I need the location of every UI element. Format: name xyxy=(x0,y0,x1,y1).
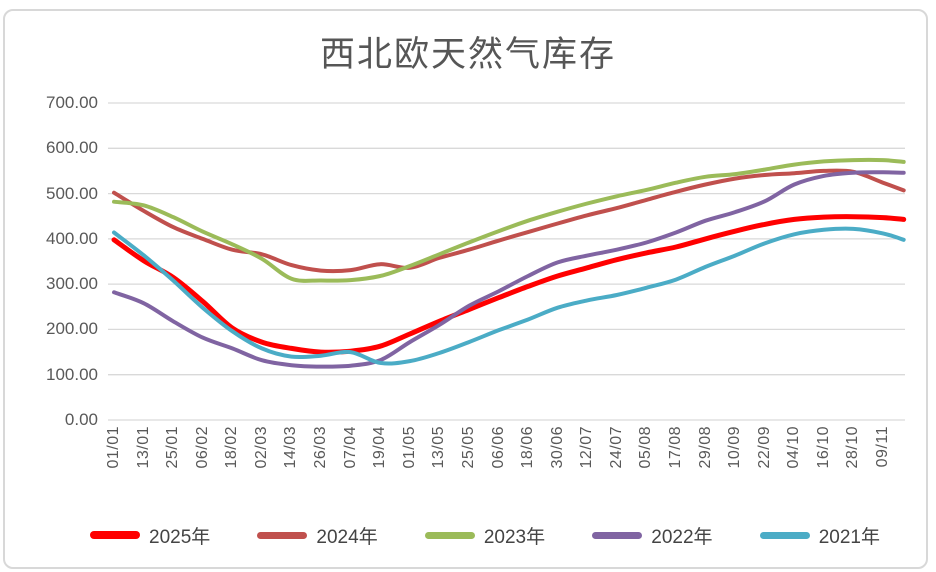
series-line-2022 xyxy=(112,170,906,369)
x-axis-label: 30/06 xyxy=(548,426,566,469)
x-axis-label: 18/02 xyxy=(223,426,241,469)
legend-swatch-2025 xyxy=(90,531,140,539)
legend-item-2024: 2024年 xyxy=(257,522,378,549)
x-axis-label: 07/04 xyxy=(341,426,359,469)
series-line-2023 xyxy=(112,157,906,283)
x-axis-label: 09/11 xyxy=(874,426,891,468)
y-axis-label: 200.00 xyxy=(46,319,98,339)
x-axis-label: 28/10 xyxy=(844,426,862,469)
x-axis-label: 19/04 xyxy=(371,426,389,469)
x-axis-label: 01/01 xyxy=(105,426,122,469)
x-axis-label: 10/09 xyxy=(726,426,744,469)
series-line-2025 xyxy=(111,214,907,355)
y-axis-label: 300.00 xyxy=(46,274,98,294)
x-axis-label: 13/05 xyxy=(430,426,448,469)
x-axis-label: 12/07 xyxy=(578,426,596,469)
chart-frame xyxy=(3,9,928,569)
x-axis-label: 26/03 xyxy=(312,426,330,469)
legend-swatch-2022 xyxy=(592,531,643,539)
x-axis-label: 04/10 xyxy=(785,426,803,469)
legend-item-2022: 2022年 xyxy=(592,522,713,549)
legend-item-2023: 2023年 xyxy=(424,522,546,549)
y-axis-label: 100.00 xyxy=(46,364,98,384)
y-axis-label: 600.00 xyxy=(46,138,98,158)
legend-label: 2021年 xyxy=(818,526,880,548)
y-axis-label: 400.00 xyxy=(46,228,98,248)
series-lines xyxy=(111,157,907,369)
x-axis-label: 05/08 xyxy=(637,426,655,469)
x-axis-label: 25/01 xyxy=(164,426,182,469)
x-axis-label: 06/02 xyxy=(193,426,211,469)
x-axis-label: 29/08 xyxy=(696,426,714,469)
legend-swatch-2023 xyxy=(424,531,475,539)
legend-item-2025: 2025年 xyxy=(90,522,210,549)
y-axis-label: 0.00 xyxy=(64,410,98,429)
x-axis-label: 13/01 xyxy=(134,426,152,469)
legend-item-2021: 2021年 xyxy=(759,522,880,549)
chart-title: 西北欧天然气库存 xyxy=(319,35,616,74)
x-axis-label: 25/05 xyxy=(459,426,477,469)
x-axis-label: 14/03 xyxy=(282,426,300,469)
legend-swatch-2024 xyxy=(257,531,308,539)
legend: 2025年 2024年 2023年 2022年 2021年 xyxy=(90,520,880,550)
x-axis-label: 18/06 xyxy=(519,426,537,469)
legend-label: 2025年 xyxy=(149,526,211,548)
x-axis-label: 22/09 xyxy=(755,426,773,469)
y-axis-label: 500.00 xyxy=(46,183,98,203)
gridlines xyxy=(108,102,905,421)
legend-label: 2024年 xyxy=(316,526,378,548)
x-axis-label: 24/07 xyxy=(607,426,625,469)
y-axis-label: 700.00 xyxy=(46,93,98,112)
legend-swatch-2021 xyxy=(759,531,810,539)
x-axis-label: 17/08 xyxy=(666,426,684,469)
legend-label: 2022年 xyxy=(651,526,713,548)
x-axis-label: 02/03 xyxy=(252,426,270,469)
x-axis-label: 01/05 xyxy=(400,426,418,469)
x-axis-label: 16/10 xyxy=(814,426,832,469)
x-axis-label: 06/06 xyxy=(489,426,507,469)
series-line-2021 xyxy=(112,226,906,366)
legend-label: 2023年 xyxy=(483,526,546,548)
